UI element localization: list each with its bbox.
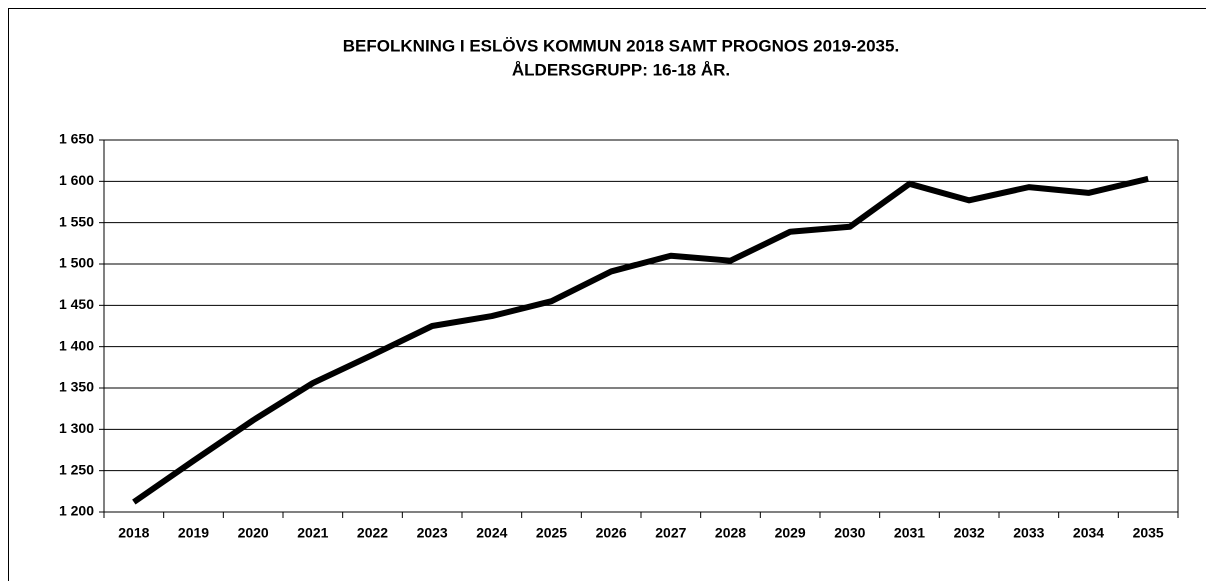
chart-border bbox=[8, 8, 1206, 581]
x-tick-label: 2027 bbox=[655, 525, 686, 541]
x-tick-label: 2030 bbox=[834, 525, 865, 541]
chart-subtitle: ÅLDERSGRUPP: 16-18 ÅR. bbox=[512, 60, 730, 79]
x-tick-label: 2029 bbox=[775, 525, 806, 541]
x-tick-label: 2026 bbox=[596, 525, 627, 541]
x-tick-label: 2034 bbox=[1073, 525, 1104, 541]
x-tick-label: 2021 bbox=[297, 525, 328, 541]
x-tick-label: 2033 bbox=[1013, 525, 1044, 541]
y-tick-label: 1 350 bbox=[59, 379, 94, 395]
x-tick-label: 2022 bbox=[357, 525, 388, 541]
y-tick-label: 1 250 bbox=[59, 461, 94, 477]
x-tick-label: 2020 bbox=[238, 525, 269, 541]
line-series bbox=[132, 175, 1149, 505]
x-tick-label: 2031 bbox=[894, 525, 925, 541]
x-tick-label: 2023 bbox=[417, 525, 448, 541]
y-tick-label: 1 550 bbox=[59, 213, 94, 229]
x-tick-label: 2018 bbox=[118, 525, 149, 541]
x-tick-label: 2032 bbox=[954, 525, 985, 541]
y-tick-label: 1 600 bbox=[59, 172, 94, 188]
x-tick-label: 2024 bbox=[476, 525, 507, 541]
y-tick-label: 1 300 bbox=[59, 420, 94, 436]
y-tick-label: 1 200 bbox=[59, 503, 94, 519]
y-tick-label: 1 650 bbox=[59, 131, 94, 147]
chart-title: BEFOLKNING I ESLÖVS KOMMUN 2018 SAMT PRO… bbox=[343, 36, 899, 55]
x-tick-label: 2025 bbox=[536, 525, 567, 541]
y-tick-label: 1 500 bbox=[59, 255, 94, 271]
x-tick-label: 2019 bbox=[178, 525, 209, 541]
y-tick-label: 1 400 bbox=[59, 337, 94, 353]
x-tick-label: 2028 bbox=[715, 525, 746, 541]
x-tick-label: 2035 bbox=[1133, 525, 1164, 541]
y-tick-label: 1 450 bbox=[59, 296, 94, 312]
